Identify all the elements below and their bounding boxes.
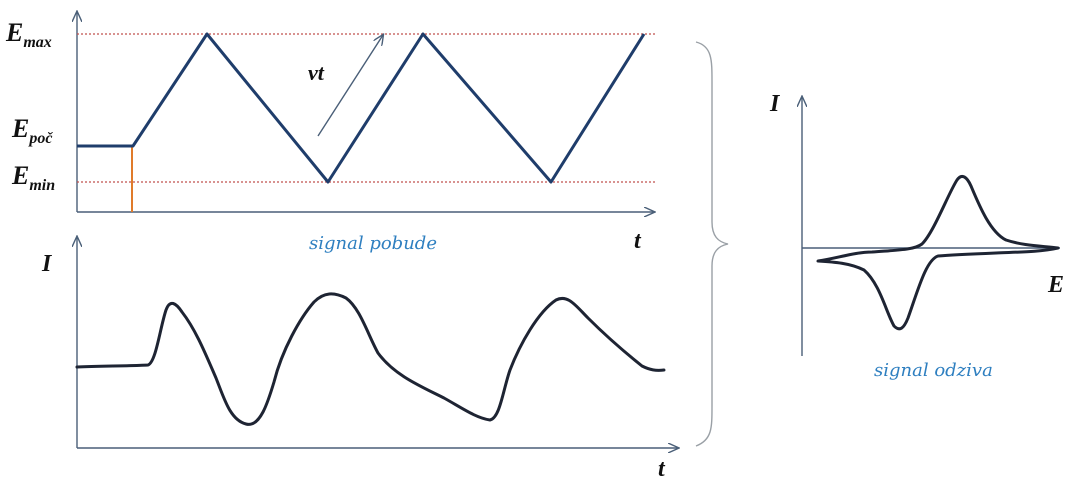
scan-rate-arrow [317, 35, 383, 137]
excitation-time-label: t [634, 228, 642, 254]
current-time-x-label: t [658, 456, 666, 477]
scan-rate-label: vt [308, 60, 325, 85]
grouping-brace [695, 41, 729, 447]
emax-label: Emax [5, 18, 52, 51]
voltammogram-x-label: E [1047, 272, 1064, 298]
voltammogram-panel: I E signal odziva [769, 91, 1064, 381]
current-time-curve [75, 292, 666, 426]
emin-label: Emin [11, 161, 55, 194]
cyclic-voltammogram-curve [816, 174, 1060, 331]
epoc-label: Epoč [11, 114, 53, 147]
current-time-panel: I t [41, 237, 678, 477]
excitation-caption: signal pobude [309, 233, 437, 254]
voltammogram-caption: signal odziva [874, 360, 993, 381]
current-time-y-label: I [41, 251, 53, 277]
excitation-panel: Emax Epoč Emin vt t signal pobude [5, 12, 655, 254]
triangular-potential-wave [77, 32, 646, 184]
voltammogram-y-label: I [769, 91, 781, 117]
